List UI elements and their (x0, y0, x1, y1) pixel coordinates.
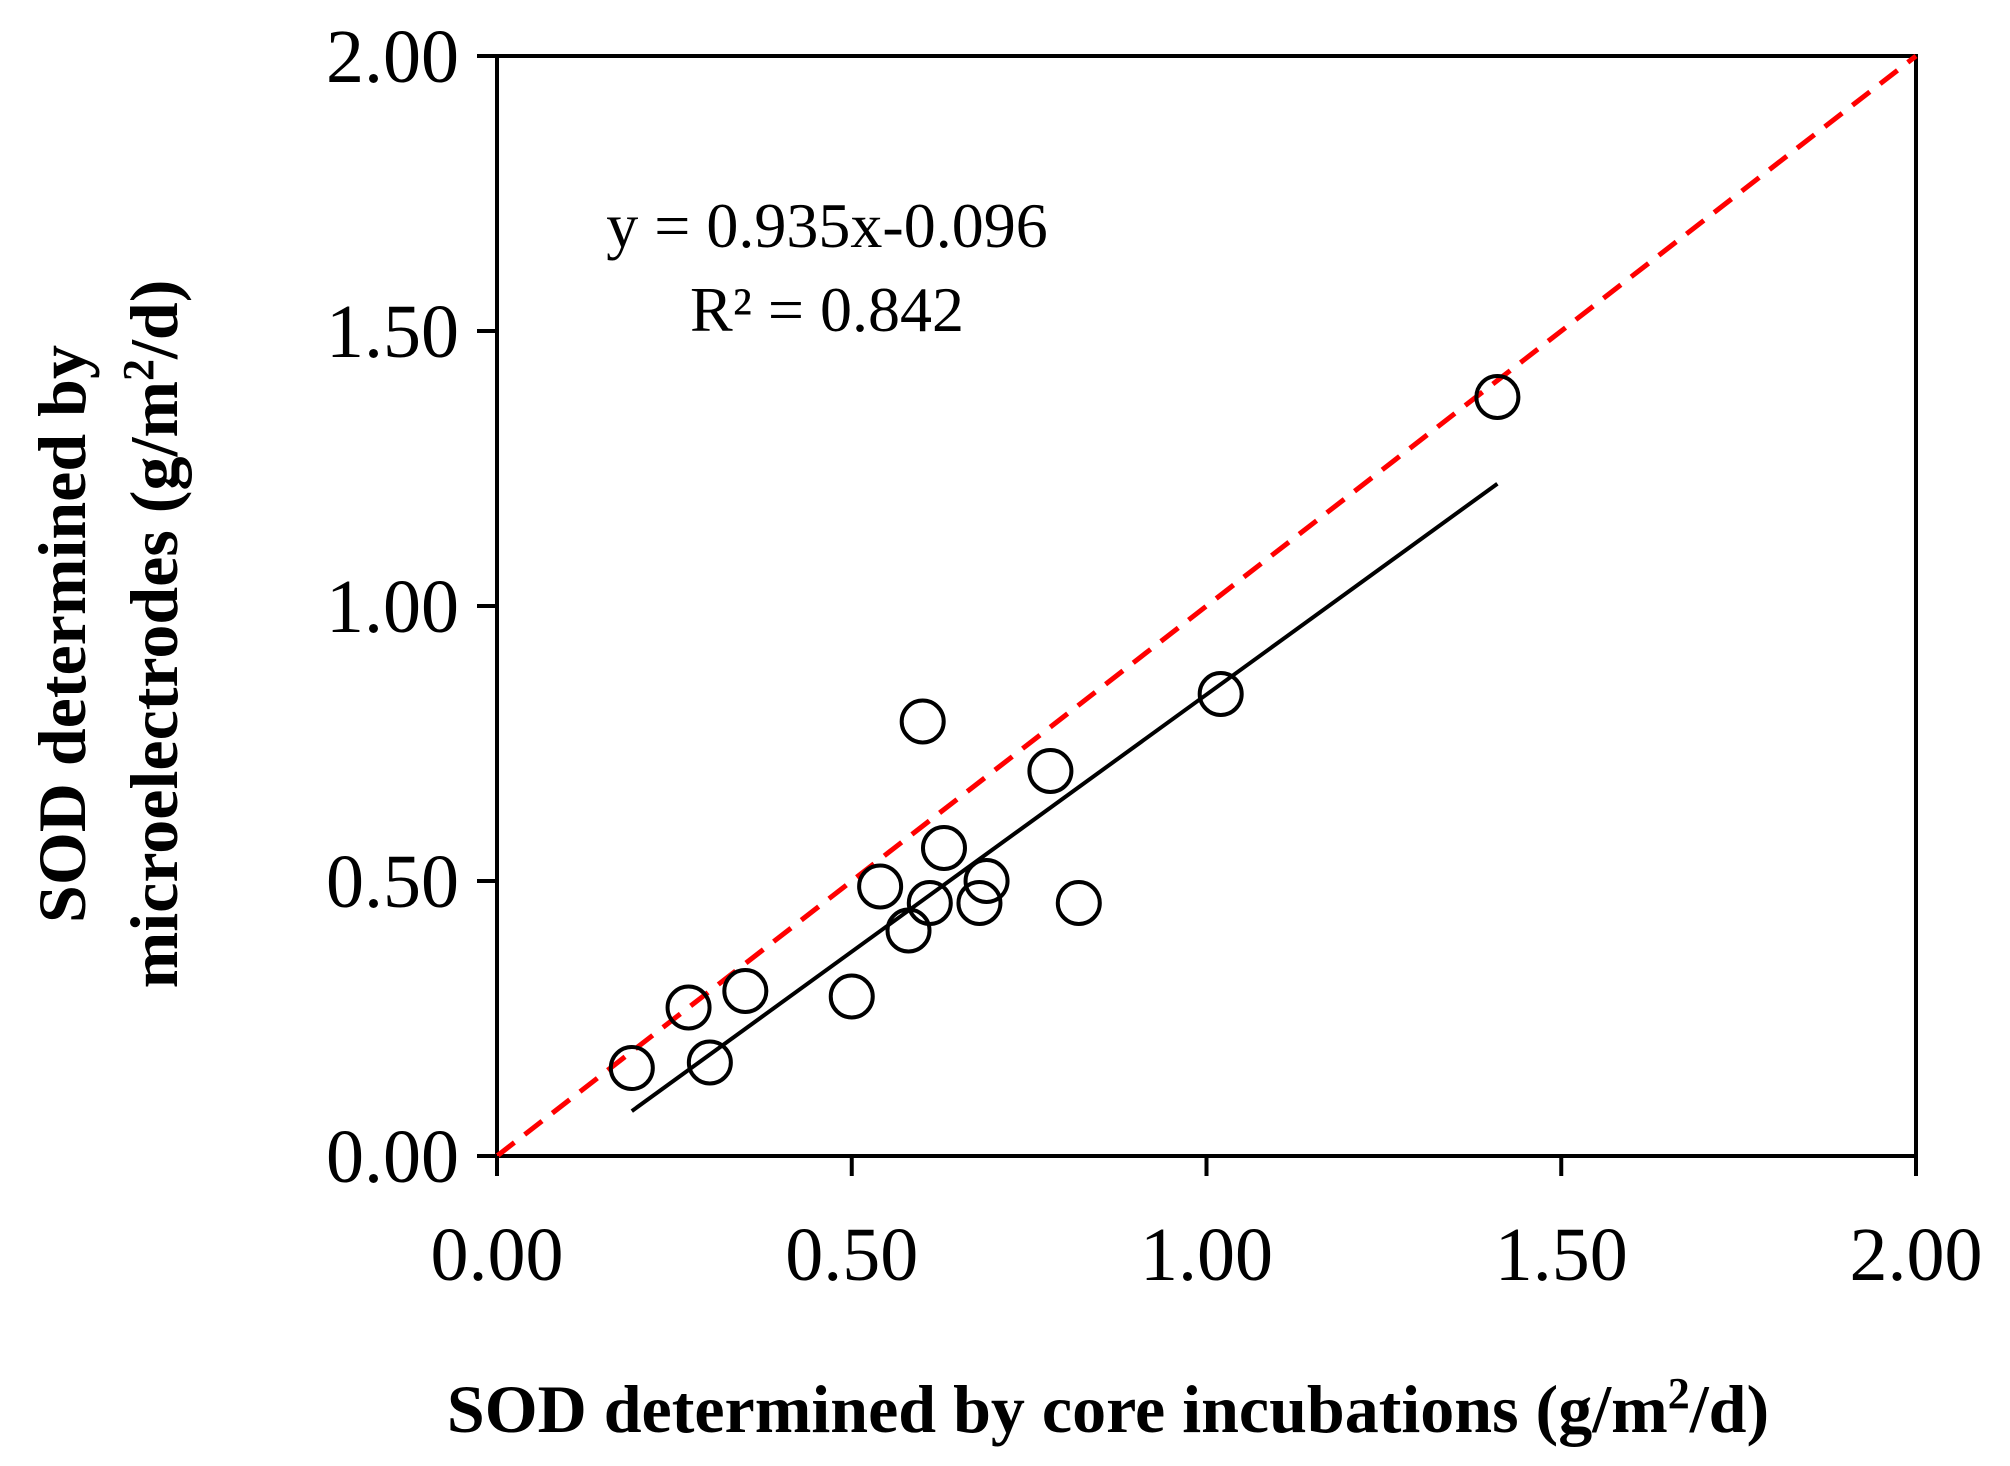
y-axis-title-line-2: microelectrodes (g/m2/d) (114, 280, 193, 989)
y-axis-title-superscript: 2 (114, 359, 163, 381)
data-point (1027, 748, 1074, 794)
x-tick-label: 0.00 (431, 1213, 564, 1297)
y-tick-label: 2.00 (326, 15, 459, 99)
x-axis-ticks (495, 1156, 1918, 1176)
y-axis-title-line-1: SOD determined by (24, 345, 100, 923)
data-point (885, 907, 932, 954)
y-axis-tick-labels: 0.00 0.50 1.00 1.50 2.00 (326, 15, 459, 1199)
x-tick-label: 1.50 (1495, 1213, 1628, 1297)
x-tick-label: 0.50 (785, 1213, 918, 1297)
data-point (956, 880, 1003, 926)
data-point (899, 698, 946, 745)
r-squared-label: R² = 0.842 (690, 274, 964, 345)
data-point (920, 825, 967, 871)
data-point (963, 858, 1010, 904)
data-point (857, 863, 904, 910)
y-axis-ticks (477, 54, 497, 1158)
data-point (1197, 671, 1244, 717)
x-axis-tick-labels: 0.00 0.50 1.00 1.50 2.00 (431, 1213, 1983, 1297)
data-point (686, 1039, 733, 1086)
y-tick-label: 1.50 (326, 290, 459, 374)
data-point (828, 973, 875, 1020)
y-tick-label: 1.00 (326, 565, 459, 649)
data-points (608, 374, 1521, 1091)
y-axis-title: SOD determined by microelectrodes (g/m2/… (24, 280, 192, 989)
y-tick-label: 0.50 (326, 840, 459, 924)
x-axis-title: SOD determined by core incubations (g/m2… (447, 1369, 1769, 1448)
regression-line (630, 482, 1499, 1113)
data-point (665, 984, 712, 1031)
data-point (906, 880, 953, 926)
data-point (608, 1045, 655, 1091)
x-tick-label: 2.00 (1850, 1213, 1983, 1297)
x-axis-title-superscript: 2 (1668, 1369, 1690, 1418)
data-point (722, 968, 769, 1014)
y-tick-label: 0.00 (326, 1115, 459, 1199)
regression-equation: y = 0.935x-0.096 (606, 190, 1047, 261)
x-tick-label: 1.00 (1140, 1213, 1273, 1297)
data-point (1474, 374, 1521, 420)
data-point (1055, 880, 1102, 926)
